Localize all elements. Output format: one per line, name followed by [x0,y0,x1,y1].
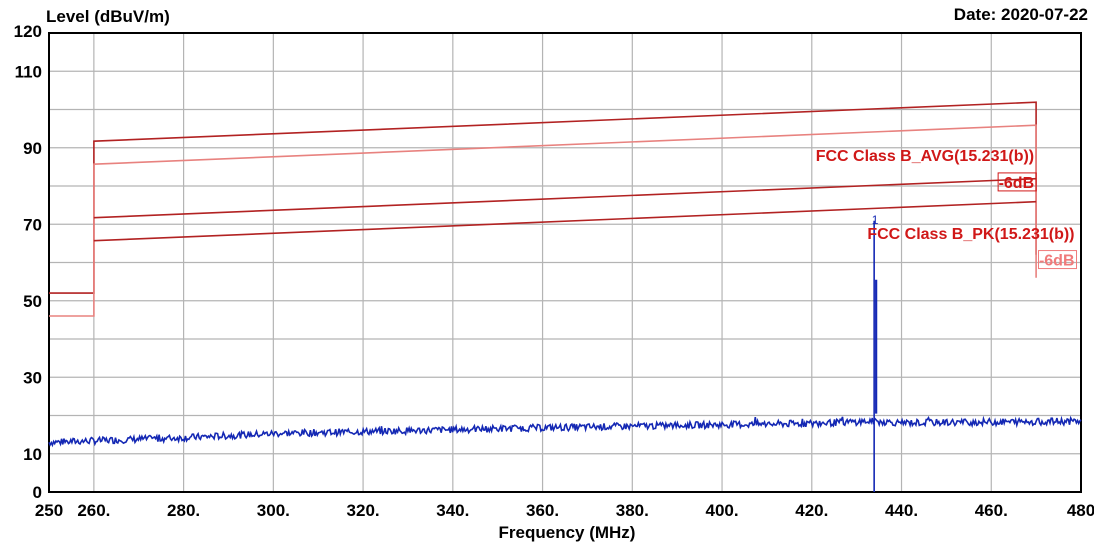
x-tick-label: 250 [35,501,63,520]
limit-label: -6dB [999,175,1035,192]
x-tick-label: 280. [167,501,200,520]
y-tick-label: 70 [23,215,42,234]
x-axis-ticks: 250 260. 280. 300. 320. 340. 360. 380. 400. 420. 4… [35,501,1094,520]
x-tick-label: 400. [705,501,738,520]
x-tick-label: 260. [77,501,110,520]
y-tick-label: 30 [23,368,42,387]
y-axis-ticks: 0 10 30 50 70 90 110 120 [14,22,42,502]
limit-label: -6dB [1039,253,1075,270]
x-tick-label: 480 [1067,501,1094,520]
y-tick-label: 120 [14,22,42,41]
x-tick-label: 320. [347,501,380,520]
limit-label-box [997,172,1037,192]
grid [49,33,1081,492]
x-tick-label: 380. [616,501,649,520]
x-tick-label: 360. [526,501,559,520]
x-tick-label: 300. [257,501,290,520]
limit-label-box [1038,250,1078,270]
x-axis-title: Frequency (MHz) [499,523,636,542]
limit-line [93,200,1037,242]
x-tick-label: 340. [436,501,469,520]
limit-line [93,177,1037,219]
limit-label: FCC Class B_AVG(15.231(b)) [816,148,1034,165]
x-tick-label: 440. [885,501,918,520]
peak-marker-group: 1 [872,213,879,492]
trace-line [48,415,1082,448]
measurement-trace [48,415,1082,448]
x-tick-label: 460. [975,501,1008,520]
y-tick-label: 90 [23,139,42,158]
y-tick-label: 110 [15,62,42,81]
date-label: Date: 2020-07-22 [954,5,1088,24]
y-tick-label: 10 [23,445,42,464]
y-tick-label: 0 [33,483,42,502]
y-tick-label: 50 [23,292,42,311]
limit-labels: FCC Class B_AVG(15.231(b)) -6dB FCC Class … [816,148,1078,270]
plot-frame [48,32,1082,493]
x-tick-label: 420. [795,501,828,520]
peak-marker-label: 1 [872,213,879,227]
limit-label: FCC Class B_PK(15.231(b)) [867,226,1074,243]
y-axis-title: Level (dBuV/m) [46,7,170,26]
